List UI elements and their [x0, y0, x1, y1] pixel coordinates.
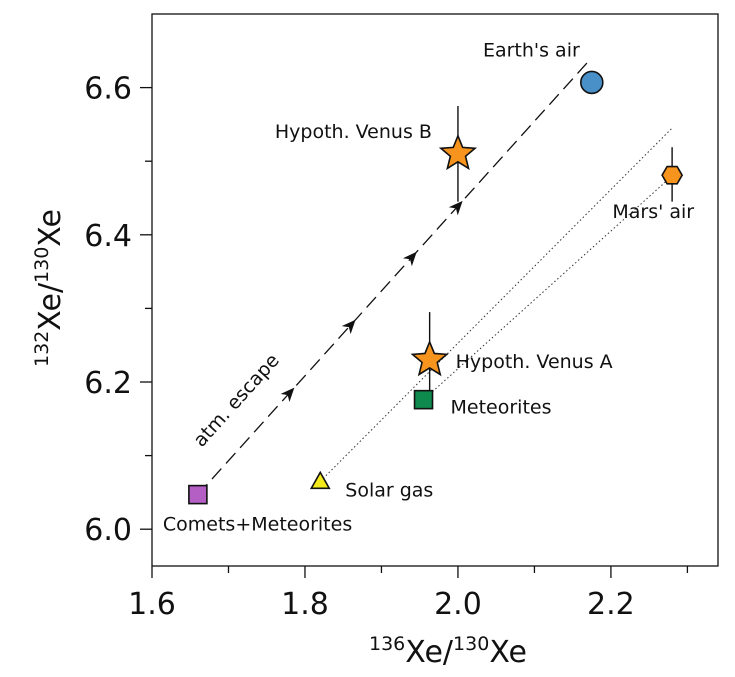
x-tick-label: 1.8: [281, 587, 329, 622]
earth-s-air-marker: [579, 70, 604, 95]
x-axis-label: 136Xe/130Xe: [369, 633, 527, 670]
comets-meteorites-label: Comets+Meteorites: [163, 514, 352, 536]
comets-meteorites-marker: [188, 484, 208, 505]
hypoth-venus-a-label: Hypoth. Venus A: [456, 351, 613, 373]
y-tick-label: 6.6: [84, 72, 132, 107]
y-tick-label: 6.4: [84, 219, 132, 254]
escape-arrow: [448, 200, 463, 216]
mars-air-label: Mars' air: [612, 201, 694, 223]
point-labels: atm. escape Earth's air Hypoth. Venus B Mar…: [163, 39, 694, 535]
y-tick-label: 6.0: [84, 513, 132, 548]
mars-air-marker: [661, 165, 684, 185]
meteorites-label: Meteorites: [451, 397, 552, 419]
x-tick-label: 2.0: [434, 587, 482, 622]
atm-escape-label: atm. escape: [189, 350, 284, 452]
solar-gas-label: Solar gas: [345, 479, 433, 501]
atm-escape-line: [197, 61, 589, 496]
dotted-trend-line: [319, 127, 673, 482]
hypoth-venus-a-marker: [410, 339, 449, 377]
x-tick-label: 1.6: [128, 587, 176, 622]
escape-arrow: [280, 387, 295, 402]
y-tick-label: 6.2: [84, 366, 132, 401]
escape-arrow: [402, 251, 417, 267]
trend-lines: [197, 61, 673, 496]
hypoth-venus-b-marker: [438, 133, 478, 171]
y-axis-label: 132Xe/130Xe: [31, 209, 68, 367]
data-points: [188, 70, 684, 505]
axes: 1.6 1.8 2.0 2.2 6.0 6.2 6.4 6.6: [84, 13, 719, 622]
escape-arrow: [341, 319, 356, 335]
solar-gas-marker: [309, 470, 331, 490]
meteorites-marker: [413, 389, 434, 410]
plot-frame: [151, 13, 719, 567]
earth-s-air-label: Earth's air: [483, 39, 580, 61]
hypoth-venus-b-label: Hypoth. Venus B: [275, 121, 432, 143]
x-tick-label: 2.2: [587, 587, 635, 622]
